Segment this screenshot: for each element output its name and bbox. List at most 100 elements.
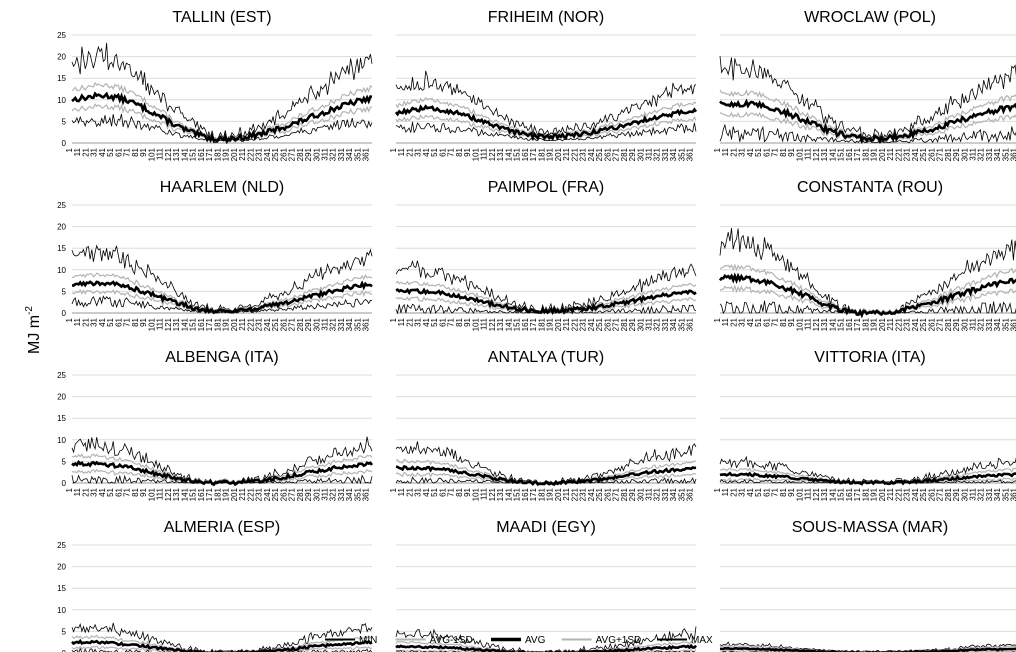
x-tick-label: 11 <box>721 487 730 496</box>
x-tick-label: 111 <box>804 487 813 500</box>
y-tick-label: 25 <box>57 541 66 550</box>
x-tick-label: 11 <box>721 147 730 156</box>
x-tick-label: 21 <box>729 317 738 326</box>
x-tick-label: 41 <box>746 317 755 326</box>
legend-label: AVG <box>525 635 546 646</box>
x-tick-label: 111 <box>156 317 165 330</box>
x-tick-label: 351 <box>1001 317 1010 331</box>
x-tick-label: 321 <box>653 317 662 331</box>
x-tick-label: 101 <box>147 317 156 331</box>
x-tick-label: 71 <box>771 317 780 326</box>
panel-title: ALBENGA (ITA) <box>165 349 279 366</box>
x-tick-label: 71 <box>123 147 132 156</box>
x-tick-label: 311 <box>644 487 653 500</box>
x-tick-label: 161 <box>197 487 206 501</box>
x-tick-label: 311 <box>320 317 329 330</box>
x-tick-label: 1 <box>389 487 398 492</box>
chart-legend: MIN AVG-1SD AVG AVG+1SD MAX <box>325 635 713 646</box>
x-tick-label: 131 <box>172 317 181 331</box>
x-tick-label: 291 <box>952 317 961 331</box>
x-tick-label: 151 <box>513 487 522 501</box>
x-tick-label: 81 <box>455 317 464 326</box>
x-tick-label: 281 <box>620 147 629 161</box>
series-max-line <box>71 436 373 484</box>
x-tick-label: 211 <box>238 317 247 330</box>
x-tick-label: 131 <box>496 487 505 501</box>
x-tick-label: 1 <box>65 487 74 492</box>
series-avg-line <box>71 638 373 652</box>
x-tick-label: 271 <box>288 317 297 331</box>
series-min-line <box>395 121 697 142</box>
x-tick-label: 141 <box>180 487 189 501</box>
x-tick-label: 91 <box>463 317 472 326</box>
x-tick-label: 81 <box>455 487 464 496</box>
x-tick-label: 111 <box>804 317 813 330</box>
x-tick-label: 31 <box>738 487 747 496</box>
y-tick-label: 25 <box>57 201 66 210</box>
x-tick-label: 181 <box>537 317 546 331</box>
x-tick-label: 101 <box>795 317 804 331</box>
x-tick-label: 71 <box>123 317 132 326</box>
x-tick-label: 211 <box>238 487 247 500</box>
x-tick-label: 131 <box>172 147 181 161</box>
series-max-line <box>719 55 1016 141</box>
x-tick-label: 261 <box>927 147 936 161</box>
x-tick-label: 191 <box>870 487 879 501</box>
x-tick-label: 61 <box>762 317 771 326</box>
x-tick-label: 171 <box>853 317 862 331</box>
x-tick-label: 241 <box>263 317 272 331</box>
y-axis-label-superscript: -2 <box>24 306 35 315</box>
chart-panel: CONSTANTA (ROU)1 11 21 31 41 51 61 71 81 91 101 111… <box>713 179 1016 331</box>
x-tick-label: 241 <box>911 487 920 501</box>
x-tick-label: 81 <box>779 147 788 156</box>
x-tick-label: 361 <box>1010 147 1016 161</box>
x-tick-label: 341 <box>993 487 1002 501</box>
x-tick-label: 91 <box>139 147 148 156</box>
x-tick-label: 91 <box>139 317 148 326</box>
x-tick-label: 271 <box>936 317 945 331</box>
x-tick-label: 311 <box>968 317 977 330</box>
chart-panel: MAADI (EGY)11121314151617181911011111211… <box>395 519 697 652</box>
x-tick-label: 271 <box>612 487 621 501</box>
series-avg-plus-1sd-line <box>719 263 1016 316</box>
series-max-line <box>395 260 697 313</box>
x-tick-label: 1 <box>65 317 74 322</box>
x-tick-label: 341 <box>345 317 354 331</box>
x-tick-label: 341 <box>669 147 678 161</box>
x-tick-label: 121 <box>164 487 173 501</box>
x-tick-label: 161 <box>197 147 206 161</box>
x-tick-label: 101 <box>147 487 156 501</box>
x-tick-label: 301 <box>636 487 645 501</box>
chart-panel: SOUS-MASSA (MAR)111213141516171819110111… <box>719 519 1016 652</box>
y-tick-label: 0 <box>62 309 67 318</box>
x-tick-label: 161 <box>845 487 854 501</box>
x-tick-label: 61 <box>114 487 123 496</box>
x-tick-label: 251 <box>271 147 280 161</box>
x-tick-label: 151 <box>513 147 522 161</box>
x-tick-label: 161 <box>197 317 206 331</box>
x-tick-label: 231 <box>903 147 912 161</box>
x-tick-label: 271 <box>612 317 621 331</box>
x-tick-label: 91 <box>463 147 472 156</box>
x-tick-label: 201 <box>878 487 887 501</box>
x-tick-label: 191 <box>546 487 555 501</box>
x-tick-label: 251 <box>919 147 928 161</box>
x-tick-label: 301 <box>960 487 969 501</box>
x-tick-label: 161 <box>845 147 854 161</box>
x-tick-label: 121 <box>488 487 497 501</box>
x-tick-label: 281 <box>944 147 953 161</box>
x-tick-label: 201 <box>230 147 239 161</box>
x-tick-label: 61 <box>114 317 123 326</box>
x-tick-label: 51 <box>106 317 115 326</box>
y-tick-label: 10 <box>57 96 66 105</box>
x-tick-label: 211 <box>562 487 571 500</box>
series-avg-plus-1sd-line <box>395 96 697 138</box>
x-tick-label: 171 <box>529 487 538 501</box>
x-tick-label: 121 <box>812 317 821 331</box>
x-tick-label: 181 <box>213 147 222 161</box>
panel-title: HAARLEM (NLD) <box>160 179 284 196</box>
x-tick-label: 331 <box>337 317 346 331</box>
chart-panel: WROCLAW (POL)1 11 21 31 41 51 61 71 81 91 101 111 12… <box>713 9 1016 161</box>
x-tick-label: 191 <box>222 147 231 161</box>
